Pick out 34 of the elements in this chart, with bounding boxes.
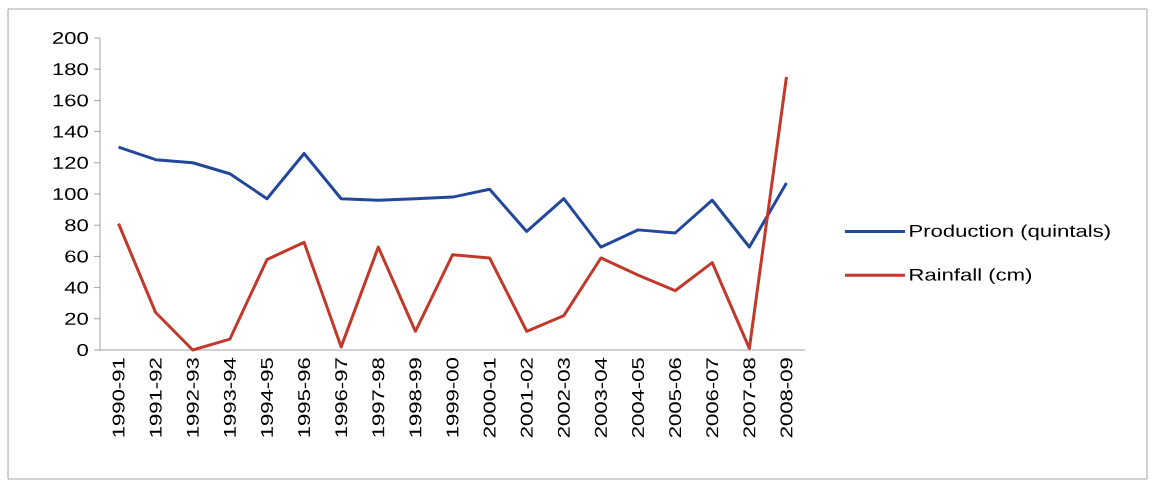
y-tick-label: 180 (53, 63, 88, 76)
y-tick-label: 100 (53, 187, 88, 201)
legend-label: Rainfall (cm) (910, 268, 1032, 285)
y-tick-label: 0 (77, 343, 88, 357)
x-tick-label: 2004-05 (632, 358, 645, 438)
line-series (117, 145, 788, 249)
x-tick-label: 1994-95 (260, 358, 273, 437)
x-tick-label: 2000-01 (483, 358, 496, 438)
x-tick-label: 1997-98 (372, 358, 385, 437)
x-tick-label: 1993-94 (223, 357, 236, 437)
x-tick-label: 2005-06 (669, 358, 682, 438)
y-tick-label: 20 (65, 312, 88, 325)
x-tick-label: 2002-03 (557, 358, 570, 438)
x-tick-label: 1996-97 (335, 358, 348, 437)
x-tick-label: 1998-99 (409, 358, 422, 437)
x-tick-label: 1992-93 (186, 358, 199, 437)
y-tick-label: 40 (64, 281, 88, 294)
y-tick-label: 120 (53, 156, 88, 169)
y-tick-label: 60 (65, 250, 88, 263)
y-tick-label: 200 (53, 31, 88, 45)
x-tick-label: 2008-09 (780, 358, 793, 438)
x-tick-label: 1991-92 (149, 358, 162, 437)
y-tick-label: 160 (53, 94, 88, 107)
x-tick-label: 1990-91 (112, 358, 125, 437)
x-tick-label: 2003-04 (594, 357, 607, 438)
x-tick-label: 2007-08 (743, 358, 756, 438)
x-tick-label: 2001-02 (520, 358, 533, 438)
y-tick-label: 80 (65, 219, 88, 232)
x-tick-label: 1999-00 (446, 358, 459, 437)
line-series (117, 75, 788, 352)
x-tick-label: 2006-07 (706, 358, 719, 438)
legend-label: Production (quintals) (910, 224, 1110, 241)
x-tick-label: 1995-96 (298, 358, 311, 437)
y-tick-label: 140 (53, 125, 88, 138)
